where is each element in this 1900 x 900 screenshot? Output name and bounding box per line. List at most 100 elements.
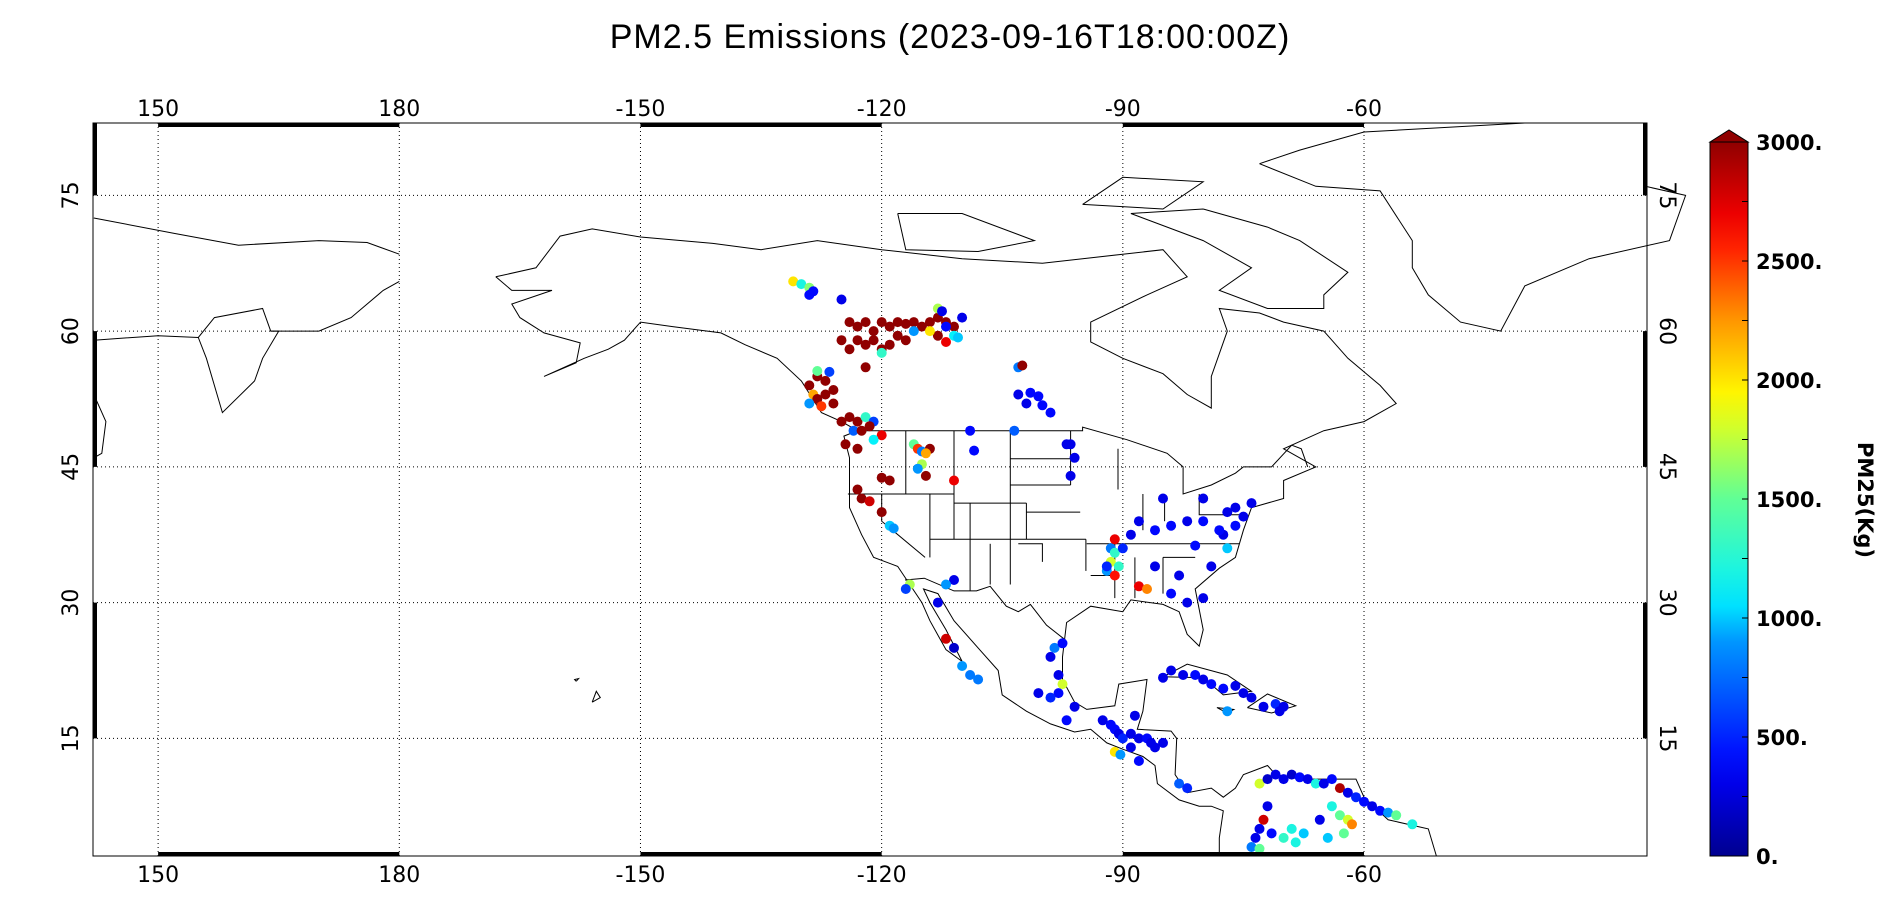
- colorbar: 0. 500. 1000. 1500. 2000. 2500. 3000. PM25(Kg): [1708, 129, 1877, 869]
- colorbar-bar: [1709, 141, 1749, 857]
- colorbar-extend-arrow: [1708, 129, 1750, 143]
- emission-point: [1286, 769, 1297, 780]
- emission-point: [864, 421, 875, 432]
- emission-point: [1347, 819, 1357, 830]
- chart-title: PM2.5 Emissions (2023-09-16T18:00:00Z): [610, 18, 1291, 56]
- emission-point: [884, 321, 895, 332]
- coastline: [573, 677, 581, 682]
- lat-tick-label-left: 15: [59, 724, 84, 752]
- emission-point: [1262, 801, 1273, 812]
- emission-point: [1310, 778, 1321, 789]
- emission-point: [1351, 792, 1361, 803]
- coastline: [904, 577, 1066, 641]
- emission-point: [892, 330, 903, 341]
- emission-point: [1334, 783, 1345, 794]
- emission-point: [1326, 801, 1337, 812]
- emission-point: [1158, 493, 1168, 504]
- emission-point: [1334, 810, 1345, 821]
- emission-point: [1133, 516, 1144, 527]
- lon-tick-label-top: 180: [378, 97, 420, 122]
- emission-point: [868, 335, 879, 346]
- emission-point: [820, 389, 831, 400]
- emission-point: [1013, 389, 1024, 400]
- emission-point: [1302, 774, 1313, 785]
- colorbar-title: PM25(Kg): [1853, 442, 1877, 558]
- emission-point: [876, 472, 887, 483]
- emission-point: [1033, 391, 1044, 402]
- lon-tick-label-top: -150: [616, 97, 666, 122]
- lat-tick-label-right: 60: [1654, 317, 1679, 345]
- emission-point: [860, 412, 871, 423]
- emission-point: [852, 416, 863, 427]
- emission-point: [1045, 692, 1056, 703]
- emission-point: [844, 344, 855, 355]
- emission-point: [1133, 733, 1144, 744]
- emission-point: [1238, 688, 1249, 699]
- emission-point: [1021, 398, 1032, 409]
- coastline: [93, 217, 400, 255]
- lat-tick-label-right: 15: [1654, 724, 1679, 752]
- emission-point: [1069, 452, 1080, 463]
- frame-border: [92, 122, 1648, 857]
- coastline: [495, 228, 1437, 857]
- emission-point: [900, 584, 911, 594]
- emission-point: [912, 463, 923, 474]
- emission-point: [1109, 547, 1120, 558]
- emission-point: [1150, 525, 1160, 536]
- emission-point: [864, 496, 875, 507]
- emission-point: [1125, 742, 1136, 753]
- colorbar-tick-label: 2500.: [1756, 250, 1822, 274]
- colorbar-tick-label: 2000.: [1756, 369, 1822, 393]
- lon-tick-label-bottom: 180: [378, 863, 420, 888]
- emission-point: [860, 362, 871, 373]
- emission-point: [868, 434, 879, 445]
- emission-point: [1009, 425, 1020, 436]
- emission-point: [892, 317, 903, 328]
- coastline: [1259, 122, 1646, 165]
- emission-point: [1258, 814, 1269, 825]
- emission-point: [1057, 679, 1068, 690]
- emission-point: [1182, 516, 1193, 527]
- emission-point: [836, 416, 847, 427]
- axis-ticks: 150 150 180 180 -150 -150 -120 -120 -90 -90 -60 -60…: [59, 97, 1679, 888]
- emission-point: [1278, 774, 1289, 785]
- emission-point: [844, 412, 855, 423]
- emission-point: [852, 484, 863, 495]
- emission-point: [1270, 769, 1281, 780]
- emission-point: [1222, 507, 1233, 518]
- emission-point: [876, 430, 887, 441]
- emission-point: [1342, 787, 1353, 798]
- lon-tick-label-top: 150: [137, 97, 179, 122]
- emission-point: [840, 439, 851, 450]
- emission-point: [941, 633, 951, 644]
- emission-point: [852, 443, 863, 454]
- emission-point: [1246, 842, 1257, 852]
- emission-point: [1057, 638, 1068, 649]
- emission-point: [1069, 701, 1080, 712]
- emission-point: [1198, 593, 1209, 604]
- lon-tick-label-bottom: -150: [616, 863, 666, 888]
- emission-point: [1109, 570, 1120, 581]
- emission-point: [1318, 778, 1329, 789]
- lat-tick-label-right: 75: [1654, 181, 1679, 209]
- lon-tick-label-top: -60: [1346, 97, 1382, 122]
- emission-point: [1278, 701, 1289, 712]
- emission-point: [876, 317, 887, 328]
- emission-point: [1129, 710, 1140, 721]
- emission-point: [888, 523, 899, 534]
- emission-point: [1045, 651, 1056, 662]
- emission-point: [1025, 387, 1036, 398]
- emission-point: [900, 335, 911, 346]
- lon-tick-label-bottom: 150: [137, 863, 179, 888]
- emission-point: [1150, 561, 1160, 572]
- emission-point: [1109, 534, 1120, 545]
- lon-tick-label-bottom: -90: [1105, 863, 1141, 888]
- emission-point: [1190, 540, 1201, 551]
- emission-point: [949, 575, 959, 585]
- emission-point: [804, 289, 815, 300]
- emission-point: [1017, 360, 1028, 371]
- emission-point: [965, 425, 976, 436]
- emission-point: [1166, 665, 1177, 676]
- emission-point: [1061, 715, 1072, 726]
